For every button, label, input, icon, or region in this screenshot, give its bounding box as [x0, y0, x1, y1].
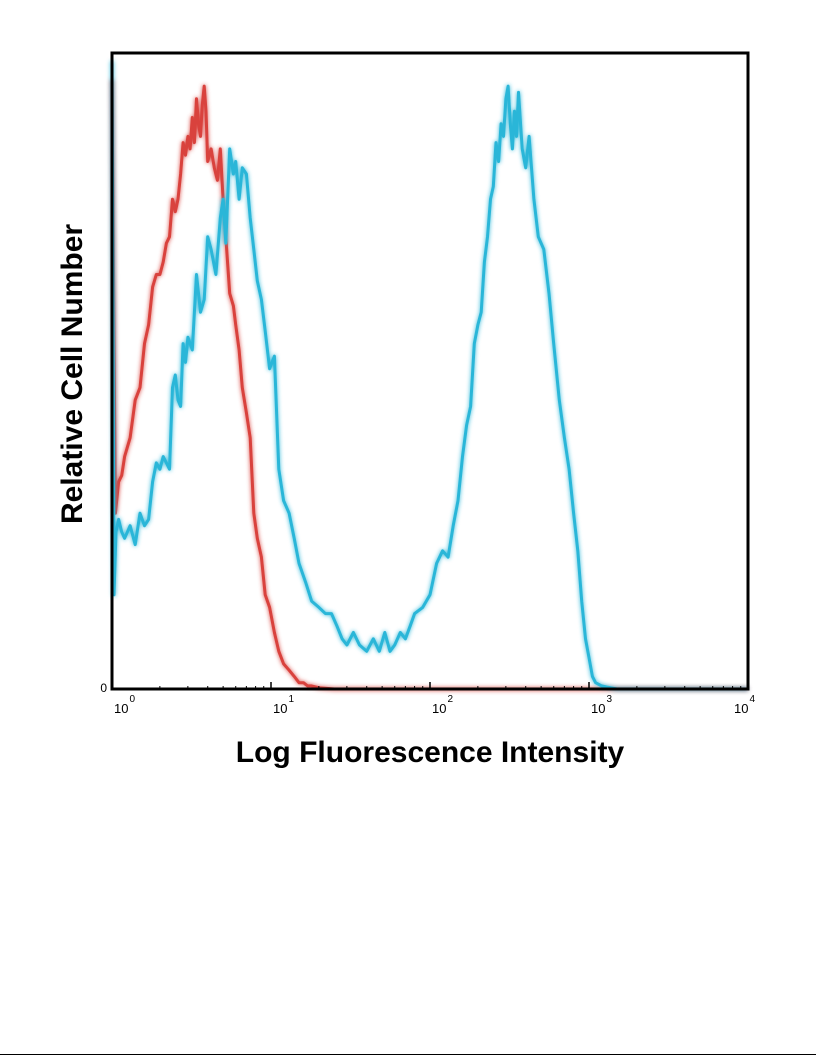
x-axis-title: Log Fluorescence Intensity — [236, 736, 625, 769]
x-tick-label: 102 — [432, 694, 453, 716]
x-tick-label: 104 — [734, 694, 755, 716]
x-tick-label: 103 — [591, 694, 612, 716]
page-bottom-rule — [0, 1054, 816, 1055]
series-line-1 — [110, 79, 748, 691]
x-tick-label: 100 — [114, 694, 135, 716]
series-line-2 — [110, 60, 748, 691]
y-tick-label: 0 — [100, 681, 107, 695]
y-axis-ticks: 0 — [100, 681, 107, 695]
x-axis-ticks: 100 101 102 103 104 — [111, 682, 755, 716]
x-tick-label: 101 — [273, 694, 294, 716]
y-axis-title: Relative Cell Number — [56, 224, 89, 524]
series-layer — [110, 60, 748, 691]
